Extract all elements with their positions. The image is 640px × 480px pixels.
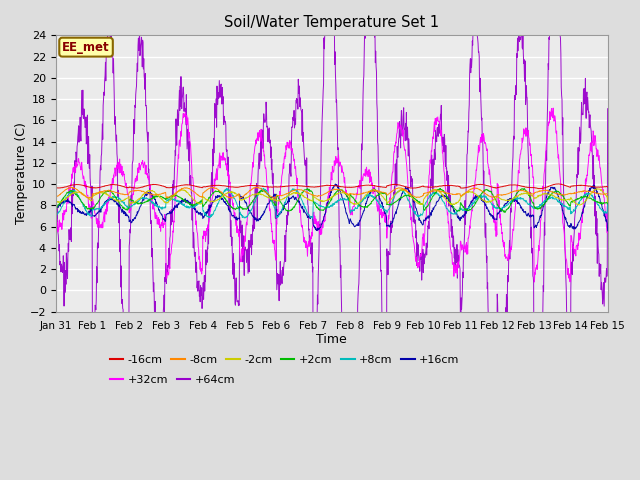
Title: Soil/Water Temperature Set 1: Soil/Water Temperature Set 1 [224, 15, 439, 30]
Text: EE_met: EE_met [62, 41, 110, 54]
Legend: +32cm, +64cm: +32cm, +64cm [106, 370, 239, 389]
X-axis label: Time: Time [316, 333, 347, 346]
Y-axis label: Temperature (C): Temperature (C) [15, 122, 28, 225]
